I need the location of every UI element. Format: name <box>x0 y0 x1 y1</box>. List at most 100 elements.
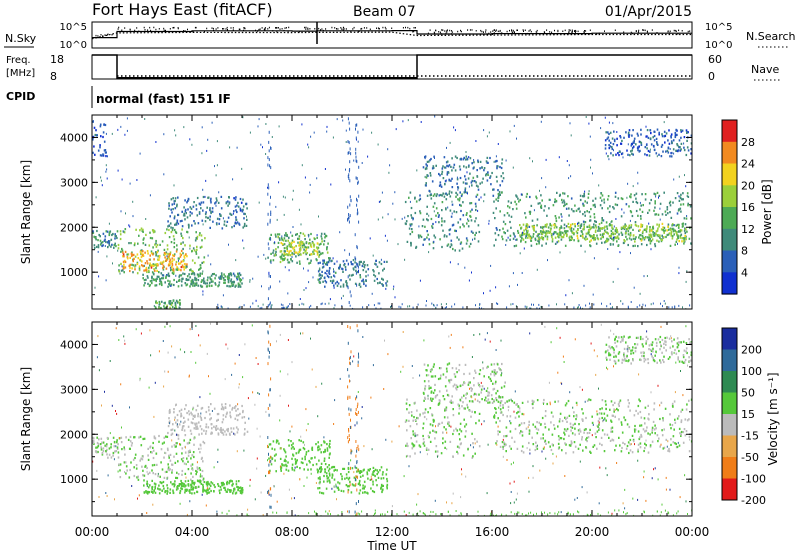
power-cell <box>130 254 133 258</box>
power-cell <box>555 199 558 203</box>
power-cell <box>438 184 441 187</box>
power-noise-cell <box>607 248 609 250</box>
power-cell <box>289 245 292 248</box>
velocity-cell <box>288 444 290 447</box>
power-noise-cell <box>232 212 234 215</box>
power-noise-cell <box>566 160 568 162</box>
power-cell <box>182 260 184 263</box>
power-cell <box>470 230 473 233</box>
power-cell <box>624 240 626 243</box>
power-cell <box>681 225 684 228</box>
power-cell <box>622 241 625 245</box>
power-cell <box>101 241 104 244</box>
power-cell <box>530 239 532 242</box>
power-cell <box>470 219 473 222</box>
power-cell <box>633 141 635 144</box>
power-cell <box>679 146 681 149</box>
power-cell <box>569 235 571 238</box>
power-cell <box>536 218 539 221</box>
power-cell <box>574 204 576 207</box>
power-cell <box>611 147 614 151</box>
power-cell <box>291 252 293 255</box>
power-noise-cell <box>613 236 614 239</box>
power-noise-cell <box>362 128 364 131</box>
velocity-cell <box>514 416 517 419</box>
noise-point <box>577 30 579 33</box>
velocity-cell <box>187 460 189 463</box>
power-cell <box>594 238 596 241</box>
velocity-cell <box>372 466 375 469</box>
power-cell <box>189 244 191 247</box>
power-noise-cell <box>589 135 591 138</box>
power-cell <box>596 234 598 237</box>
power-cell <box>373 270 375 273</box>
velocity-cell <box>532 443 535 446</box>
velocity-cell <box>326 480 329 483</box>
velocity-cell <box>375 479 377 482</box>
noise-point <box>485 31 487 33</box>
power-cell <box>140 227 143 230</box>
power-noise-cell <box>283 213 285 216</box>
power-cell <box>350 263 353 266</box>
power-cell <box>175 299 178 302</box>
power-cell <box>599 227 601 230</box>
noise-point <box>275 27 276 29</box>
velocity-cell <box>459 384 462 387</box>
velocity-cell <box>372 473 375 476</box>
power-cell <box>361 279 363 283</box>
power-cell <box>143 284 145 287</box>
velocity-cell <box>312 463 314 467</box>
colorbar-tick-label: 20 <box>741 179 755 192</box>
power-cell <box>475 231 477 234</box>
power-cell <box>648 236 651 239</box>
power-noise-cell <box>105 170 107 173</box>
velocity-cell <box>663 446 666 449</box>
power-cell <box>361 264 364 268</box>
power-noise-cell <box>678 272 680 275</box>
power-cell <box>465 166 468 169</box>
velocity-cell <box>208 483 211 486</box>
noise-point <box>575 30 577 32</box>
power-cell <box>545 233 547 236</box>
noise-point <box>192 31 194 33</box>
velocity-cell <box>439 399 441 402</box>
power-cell <box>677 226 680 229</box>
power-cell <box>291 234 294 237</box>
velocity-cell <box>162 484 165 488</box>
power-cell <box>544 205 546 208</box>
noise-point <box>481 30 483 33</box>
power-noise-cell <box>132 200 134 203</box>
power-cell <box>579 224 582 227</box>
power-cell <box>166 228 168 231</box>
power-cell <box>202 279 204 282</box>
velocity-cell <box>478 419 480 422</box>
velocity-cell <box>220 427 222 430</box>
power-cell <box>612 227 614 230</box>
power-cell <box>411 216 413 219</box>
power-cell <box>149 264 151 267</box>
noise-point <box>100 34 102 36</box>
power-cell <box>652 230 654 234</box>
power-cell <box>326 274 329 278</box>
power-cell <box>126 253 128 256</box>
power-cell <box>518 200 520 203</box>
noise-point <box>536 32 538 34</box>
power-cell <box>114 237 116 240</box>
power-cell <box>298 260 301 263</box>
power-cell <box>285 239 287 242</box>
power-cell <box>571 231 574 234</box>
power-noise-cell <box>472 238 473 241</box>
power-cell <box>588 224 591 227</box>
power-noise-cell <box>191 143 193 146</box>
power-cell <box>625 203 628 206</box>
velocity-cell <box>177 434 180 437</box>
velocity-cell <box>154 485 156 488</box>
velocity-cell <box>210 417 212 420</box>
power-cell <box>288 261 291 264</box>
power-cell <box>543 231 545 234</box>
noise-point <box>227 29 228 31</box>
noise-point <box>651 29 653 31</box>
power-cell <box>428 160 430 163</box>
power-cell <box>189 206 192 209</box>
power-cell <box>572 228 575 231</box>
